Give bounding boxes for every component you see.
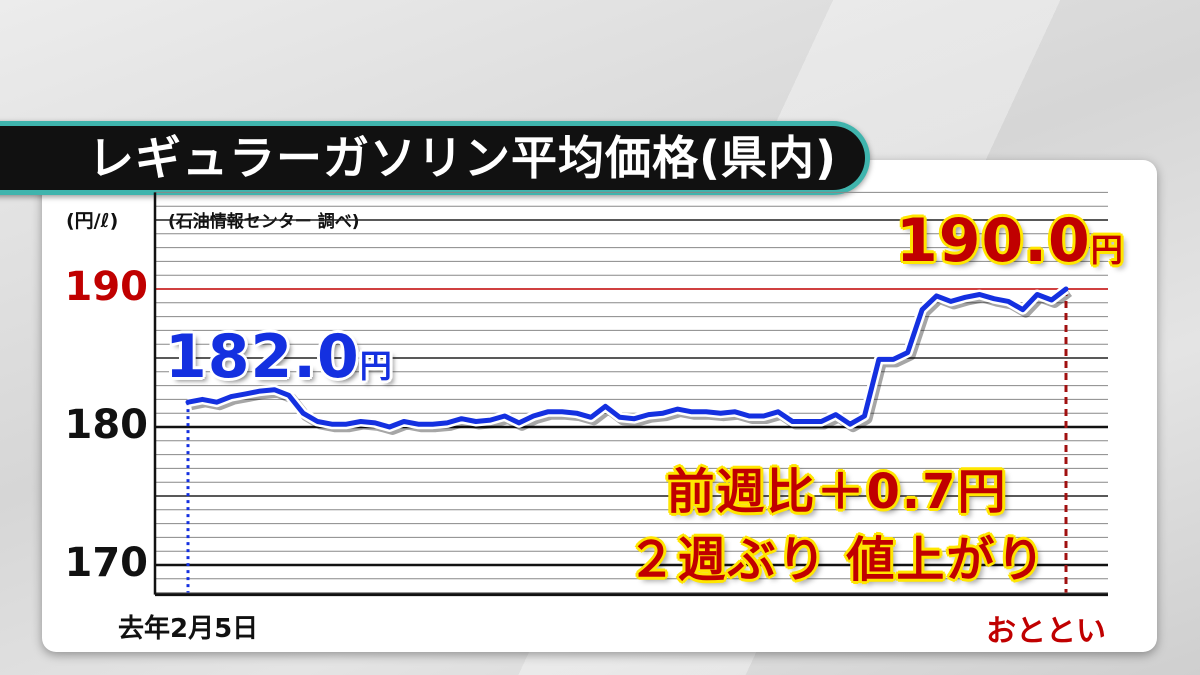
start-value-number: 182.0 xyxy=(165,322,360,392)
x-axis-start-label: 去年2月5日 xyxy=(118,614,259,644)
x-axis-end-label: おととい xyxy=(986,614,1106,649)
start-value-label: 182.0円 xyxy=(165,322,392,392)
end-value-label: 190.0円 xyxy=(896,206,1123,276)
end-value-unit: 円 xyxy=(1090,231,1123,269)
y-tick-label: 180 xyxy=(64,402,149,448)
start-value-unit: 円 xyxy=(359,347,392,385)
page-title: レギュラーガソリン平均価格(県内) xyxy=(88,131,838,185)
trend-callout: ２週ぶり 値上がり xyxy=(627,532,1047,588)
y-tick-label: 170 xyxy=(64,540,149,586)
weekly-change-callout: 前週比＋0.7円 xyxy=(666,464,1008,520)
source-label: (石油情報センター 調べ) xyxy=(168,212,360,232)
y-axis-unit-label: (円/ℓ) xyxy=(66,210,119,232)
y-tick-label: 190 xyxy=(64,264,149,310)
end-value-number: 190.0 xyxy=(896,206,1091,276)
series-line xyxy=(185,286,1069,430)
